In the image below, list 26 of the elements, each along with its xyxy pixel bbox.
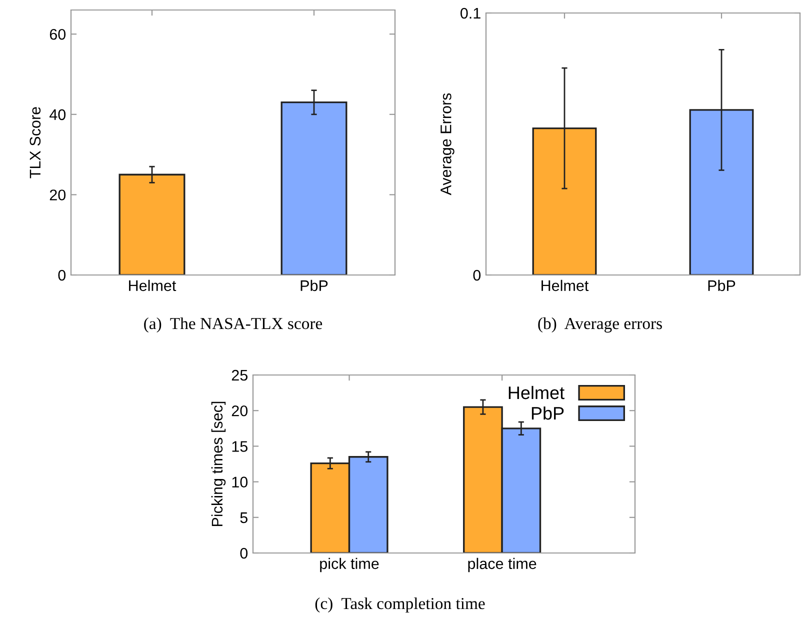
x-tick-label: Helmet [542, 280, 589, 292]
y-tick-label: 0 [473, 270, 481, 281]
y-tick-label: 15 [232, 441, 248, 452]
y-axis-title: Average Errors [440, 93, 454, 196]
x-tick-label: pick time [320, 558, 379, 572]
text: (c) Task completion time [315, 597, 485, 613]
y-tick-label: 0 [240, 548, 248, 559]
x-tick-label: place time [468, 558, 536, 572]
y-tick-label: 10 [232, 476, 248, 488]
legend-label: Helmet [508, 386, 564, 400]
y-tick-label: 25 [232, 370, 248, 381]
y-axis-title: Picking times [sec] [211, 402, 226, 526]
x-tick-label: Helmet [129, 280, 176, 292]
y-tick-label: 40 [50, 109, 66, 120]
y-tick-label: 0.1 [460, 8, 480, 19]
legend-label: PbP [532, 406, 564, 420]
y-tick-label: 0 [58, 270, 66, 281]
text: (b) Average errors [538, 317, 662, 333]
y-tick-label: 60 [50, 28, 66, 40]
x-tick-label: PbP [300, 280, 328, 292]
y-tick-label: 5 [240, 512, 248, 524]
y-tick-label: 20 [232, 405, 248, 416]
y-axis-title: TLX Score [30, 107, 41, 178]
x-tick-label: PbP [708, 280, 736, 292]
text: (a) The NASA-TLX score [144, 317, 322, 333]
y-tick-label: 20 [50, 190, 66, 200]
